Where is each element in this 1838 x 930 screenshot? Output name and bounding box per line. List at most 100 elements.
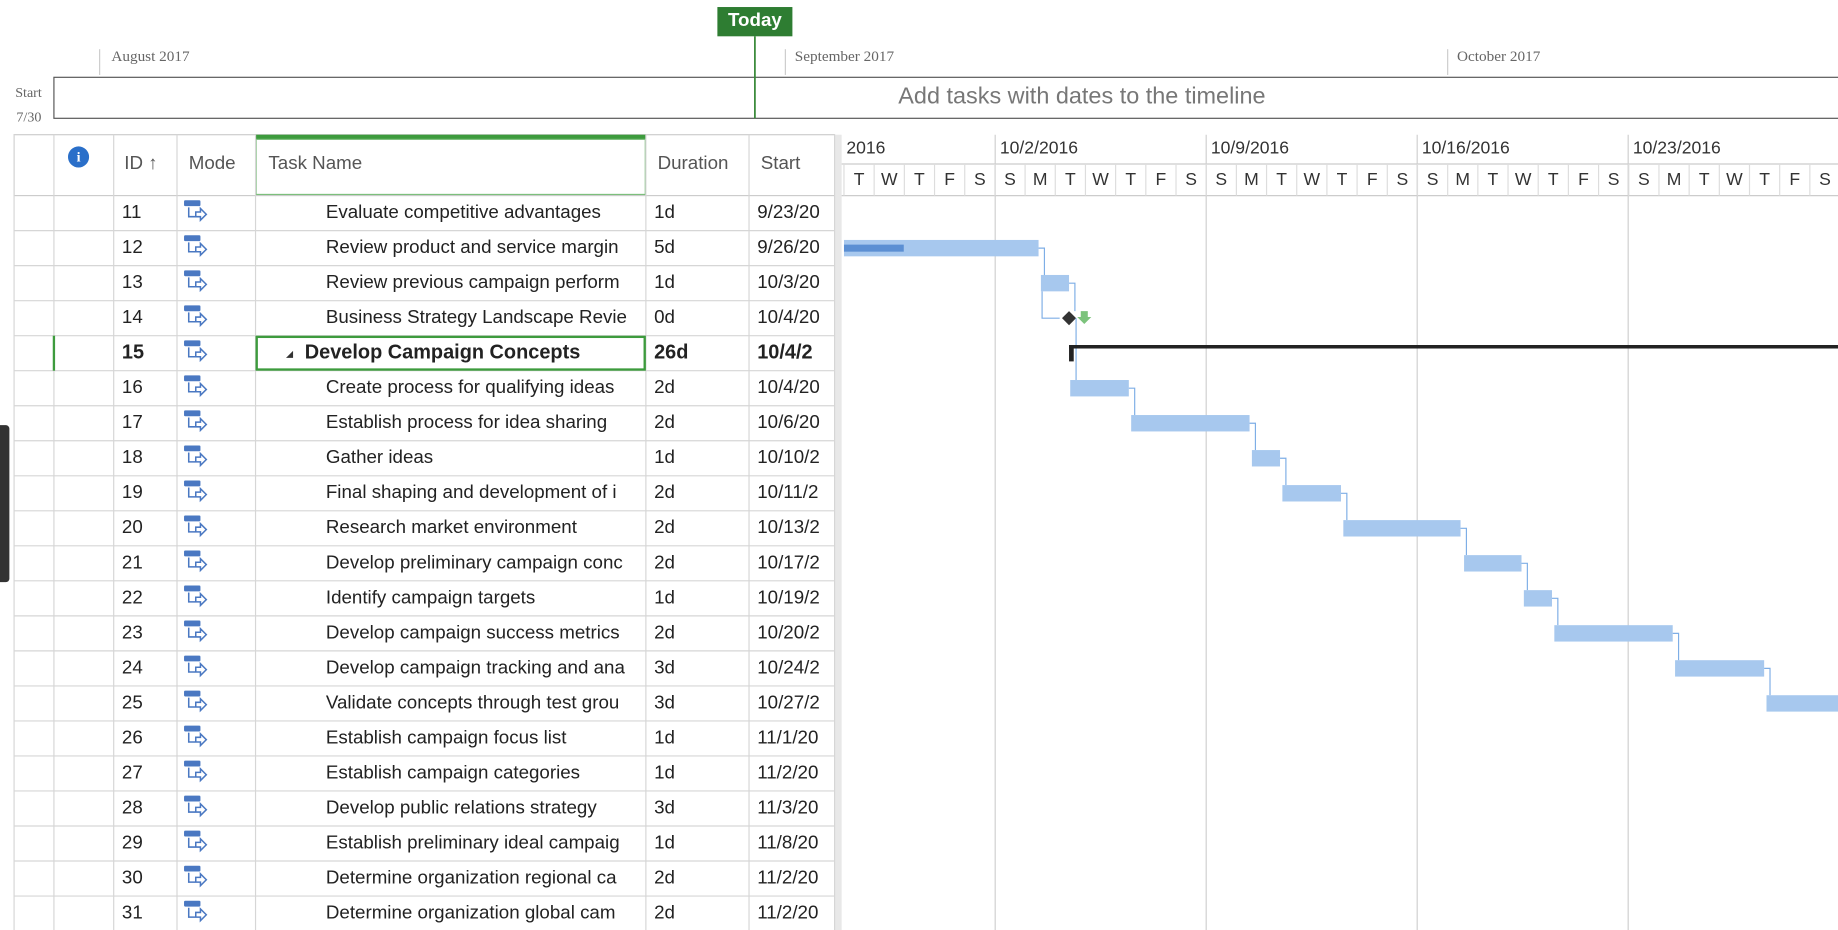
side-tab[interactable] (0, 425, 10, 583)
task-name[interactable]: Establish preliminary ideal campaig (326, 831, 620, 852)
task-id[interactable]: 31 (122, 902, 143, 923)
task-name[interactable]: Develop preliminary campaign conc (326, 551, 623, 572)
task-duration[interactable]: 1d (654, 446, 675, 467)
task-bar[interactable] (1675, 660, 1765, 677)
task-bar[interactable] (1766, 695, 1838, 712)
task-start[interactable]: 10/4/2 (757, 341, 812, 363)
task-id[interactable]: 30 (122, 866, 143, 887)
column-header[interactable]: Duration (658, 152, 729, 173)
task-duration[interactable]: 2d (654, 866, 675, 887)
task-id[interactable]: 18 (122, 446, 143, 467)
column-header[interactable]: Mode (189, 152, 236, 173)
task-id[interactable]: 14 (122, 306, 143, 327)
task-start[interactable]: 11/2/20 (757, 902, 818, 923)
task-name[interactable]: Validate concepts through test grou (326, 691, 619, 712)
task-name[interactable]: Review previous campaign perform (326, 271, 620, 292)
task-duration[interactable]: 1d (654, 271, 675, 292)
task-duration[interactable]: 1d (654, 831, 675, 852)
task-start[interactable]: 10/11/2 (757, 481, 818, 502)
task-duration[interactable]: 3d (654, 691, 675, 712)
task-bar[interactable] (1131, 415, 1250, 432)
task-bar[interactable] (1251, 450, 1281, 467)
task-duration[interactable]: 26d (654, 341, 688, 363)
task-id[interactable]: 17 (122, 411, 143, 432)
task-id[interactable]: 29 (122, 831, 143, 852)
task-name[interactable]: Gather ideas (326, 446, 433, 467)
task-name[interactable]: Identify campaign targets (326, 586, 535, 607)
column-header[interactable]: Task Name (268, 152, 362, 173)
task-name[interactable]: Business Strategy Landscape Revie (326, 306, 627, 327)
task-start[interactable]: 11/8/20 (757, 831, 818, 852)
task-start[interactable]: 10/6/20 (757, 411, 820, 432)
task-duration[interactable]: 2d (654, 376, 675, 397)
task-bar[interactable] (1554, 625, 1673, 642)
task-start[interactable]: 9/26/20 (757, 236, 820, 257)
task-id[interactable]: 20 (122, 516, 143, 537)
task-name[interactable]: Research market environment (326, 516, 578, 537)
task-id[interactable]: 19 (122, 481, 143, 502)
task-name[interactable]: Develop campaign tracking and ana (326, 656, 626, 677)
task-start[interactable]: 10/20/2 (757, 621, 820, 642)
task-id[interactable]: 22 (122, 586, 143, 607)
task-name[interactable]: Establish campaign categories (326, 761, 580, 782)
column-header[interactable]: Start (761, 152, 801, 173)
task-start[interactable]: 10/27/2 (757, 691, 820, 712)
task-start[interactable]: 11/2/20 (757, 866, 818, 887)
task-bar[interactable] (1040, 274, 1070, 292)
task-start[interactable]: 9/23/20 (757, 201, 820, 222)
task-name[interactable]: Determine organization regional ca (326, 866, 617, 887)
task-start[interactable]: 11/3/20 (757, 796, 818, 817)
task-duration[interactable]: 5d (654, 236, 675, 257)
task-duration[interactable]: 2d (654, 516, 675, 537)
task-id[interactable]: 11 (122, 201, 141, 222)
task-id[interactable]: 15 (122, 341, 144, 363)
task-name[interactable]: Develop Campaign Concepts (305, 341, 581, 363)
task-name[interactable]: Develop campaign success metrics (326, 621, 620, 642)
task-bar[interactable] (843, 239, 1039, 257)
task-name[interactable]: Create process for qualifying ideas (326, 376, 615, 397)
task-id[interactable]: 21 (122, 551, 143, 572)
task-id[interactable]: 16 (122, 376, 143, 397)
task-bar[interactable] (1070, 380, 1129, 397)
task-start[interactable]: 10/13/2 (757, 516, 820, 537)
task-id[interactable]: 24 (122, 656, 143, 677)
task-duration[interactable]: 2d (654, 551, 675, 572)
task-start[interactable]: 10/17/2 (757, 551, 820, 572)
task-duration[interactable]: 2d (654, 411, 675, 432)
task-start[interactable]: 10/10/2 (757, 446, 820, 467)
splitter[interactable] (834, 134, 842, 930)
task-bar[interactable] (1343, 520, 1461, 537)
milestone[interactable] (1062, 311, 1077, 326)
task-name[interactable]: Establish process for idea sharing (326, 411, 607, 432)
summary-bar[interactable] (1069, 345, 1838, 349)
task-start[interactable]: 10/3/20 (757, 271, 820, 292)
task-name[interactable]: Develop public relations strategy (326, 796, 597, 817)
task-duration[interactable]: 3d (654, 796, 675, 817)
task-bar[interactable] (1282, 485, 1341, 502)
task-duration[interactable]: 2d (654, 621, 675, 642)
task-duration[interactable]: 1d (654, 726, 675, 747)
task-duration[interactable]: 1d (654, 761, 675, 782)
task-start[interactable]: 11/1/20 (757, 726, 818, 747)
info-icon[interactable] (67, 146, 90, 168)
task-bar[interactable] (1464, 555, 1522, 572)
timeline-bar[interactable] (53, 76, 1838, 119)
task-duration[interactable]: 3d (654, 656, 675, 677)
task-id[interactable]: 12 (122, 236, 143, 257)
task-name[interactable]: Determine organization global cam (326, 902, 616, 923)
task-id[interactable]: 23 (122, 621, 143, 642)
column-header[interactable]: ID ↑ (124, 152, 157, 173)
task-duration[interactable]: 2d (654, 902, 675, 923)
task-start[interactable]: 10/24/2 (757, 656, 820, 677)
task-start[interactable]: 10/19/2 (757, 586, 820, 607)
task-start[interactable]: 11/2/20 (757, 761, 818, 782)
task-name[interactable]: Evaluate competitive advantages (326, 201, 601, 222)
task-duration[interactable]: 2d (654, 481, 675, 502)
task-id[interactable]: 25 (122, 691, 143, 712)
task-start[interactable]: 10/4/20 (757, 306, 820, 327)
task-name[interactable]: Review product and service margin (326, 236, 619, 257)
task-name[interactable]: Final shaping and development of i (326, 481, 617, 502)
task-id[interactable]: 28 (122, 796, 143, 817)
task-id[interactable]: 26 (122, 726, 143, 747)
task-duration[interactable]: 1d (654, 586, 675, 607)
